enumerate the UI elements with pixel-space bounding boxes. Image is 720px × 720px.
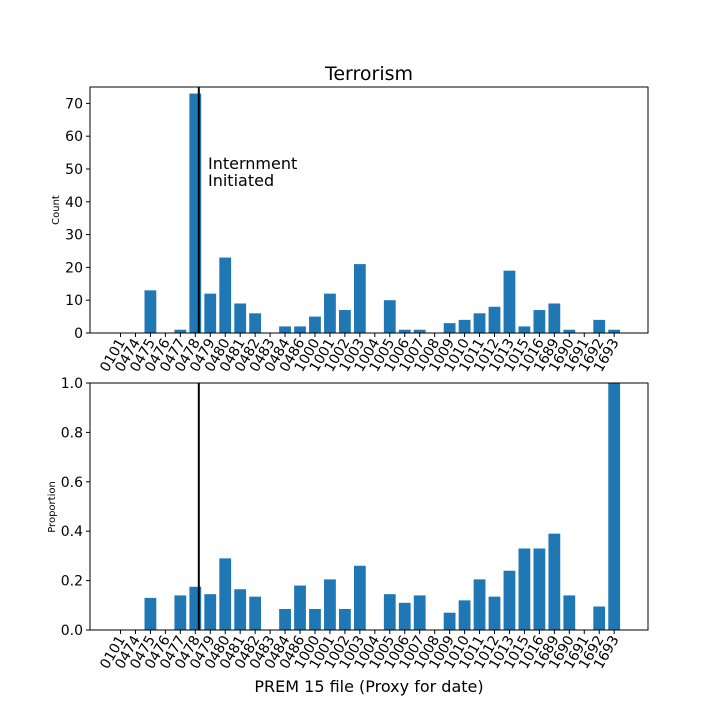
bot-bar-0486 [294,585,306,630]
bot-bar-1013 [503,570,516,630]
top-y-tick-label: 20 [65,260,83,276]
bot-y-tick-label: 0.0 [61,623,83,639]
top-bar-0482 [249,313,262,333]
bot-bar-1690 [563,595,576,630]
bottom-x-axis-label: PREM 15 file (Proxy for date) [254,677,483,696]
top-y-tick-label: 70 [65,96,83,112]
top-bar-0484 [279,326,291,333]
top-y-tick-label: 10 [65,293,83,309]
top-bar-0479 [204,293,217,333]
top-bar-1689 [548,303,561,333]
bot-bar-1692 [593,606,606,630]
top-bar-0478 [189,93,202,333]
top-y-tick-label: 0 [74,326,83,342]
top-bar-0486 [294,326,306,333]
top-y-tick-label: 40 [65,195,83,211]
bot-bar-0481 [234,589,247,630]
top-bar-1693 [608,329,621,333]
top-bar-1003 [353,264,366,333]
top-bar-1009 [443,323,456,333]
top-chart: Terrorism Count 0 10 20 30 40 50 60 70 01010474… [51,63,649,375]
top-bar-1016 [533,310,546,333]
annotation-line-2: Initiated [208,171,274,190]
bot-bar-1012 [488,596,501,630]
top-y-ticks: 0 10 20 30 40 50 60 70 [65,96,90,342]
top-bar-1012 [488,306,501,333]
top-bar-0481 [234,303,247,333]
bot-bar-1011 [473,579,486,630]
top-bars [144,93,621,333]
bot-bar-1002 [339,609,351,630]
bot-y-tick-label: 1.0 [61,376,83,392]
bot-bar-1010 [458,600,471,630]
bottom-chart: Proportion 0.0 0.2 0.4 0.6 0.8 1.0 0101047404… [47,376,649,696]
bot-y-tick-label: 0.6 [61,475,83,491]
top-bar-1690 [563,329,576,333]
bot-bar-1693 [608,383,621,630]
bottom-x-ticks: 0101047404750476047704780479048004810482… [97,630,623,672]
top-bar-1000 [309,316,321,333]
bot-bar-1009 [443,612,456,630]
top-bar-0477 [174,329,187,333]
annotation-line-1: Internment [208,154,297,173]
bot-bar-1015 [518,548,531,630]
bot-bar-1007 [413,595,426,630]
bot-bar-0482 [249,596,262,630]
top-axes-frame [89,86,649,334]
top-y-tick-label: 60 [65,129,83,145]
top-bar-1005 [383,300,396,333]
top-chart-title: Terrorism [324,63,413,85]
bot-bar-0477 [174,595,187,630]
bottom-axes-frame [89,382,649,631]
bot-bar-1689 [548,533,561,630]
bot-bar-1006 [398,602,411,630]
bot-bar-1000 [309,609,321,630]
top-bar-1010 [458,319,471,333]
top-bar-0480 [219,257,232,333]
bot-bar-0479 [204,594,217,630]
top-y-axis-label: Count [51,195,62,225]
bot-bar-1001 [324,579,336,630]
bot-bar-1003 [353,565,366,630]
bot-bar-0478 [189,586,202,630]
bottom-bars [144,383,621,630]
bot-bar-1005 [383,594,396,630]
top-bar-1013 [503,270,516,333]
top-bar-0475 [144,290,157,333]
top-bar-1007 [413,329,426,333]
bot-y-tick-label: 0.2 [61,574,83,590]
top-y-tick-label: 30 [65,228,83,244]
top-bar-1001 [324,293,336,333]
top-x-ticks: 0101047404750476047704780479048004810482… [97,333,623,375]
top-bar-1002 [339,310,351,333]
bot-bar-0484 [279,609,291,630]
top-bar-1692 [593,319,606,333]
top-bar-1011 [473,313,486,333]
bottom-y-axis-label: Proportion [47,481,58,533]
top-y-tick-label: 50 [65,162,83,178]
top-bar-1015 [518,326,531,333]
bot-bar-1016 [533,548,546,630]
bot-bar-0475 [144,597,157,630]
bot-bar-0480 [219,558,232,630]
bot-y-tick-label: 0.4 [61,524,83,540]
bot-y-tick-label: 0.8 [61,425,83,441]
top-bar-1006 [398,329,411,333]
bottom-y-ticks: 0.0 0.2 0.4 0.6 0.8 1.0 [61,376,90,639]
